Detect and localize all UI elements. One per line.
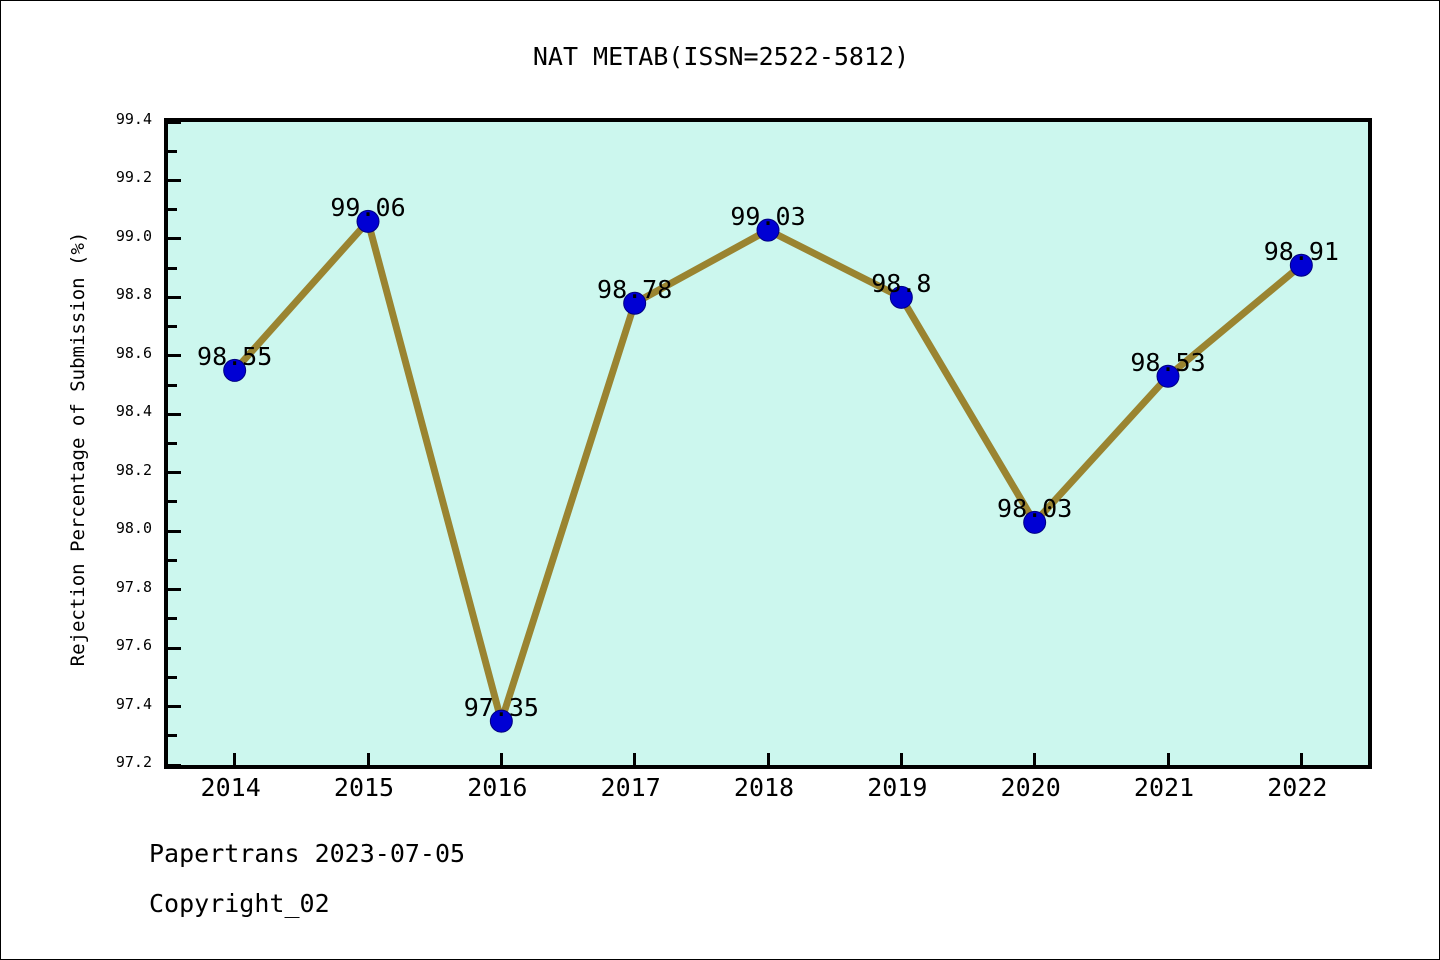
x-tick-mark [766, 753, 770, 765]
y-tick-mark [168, 763, 181, 767]
x-tick-mark [899, 753, 903, 765]
x-tick-label: 2021 [1133, 773, 1195, 802]
x-tick-mark [366, 753, 370, 765]
x-tick-label: 2015 [333, 773, 395, 802]
y-tick-mark [168, 120, 181, 124]
x-tick-label: 2018 [733, 773, 795, 802]
data-point-marker [1156, 364, 1180, 388]
data-point-marker [223, 358, 247, 382]
y-tick-mark-minor [168, 266, 177, 270]
plot-inner: 98.55 99.06 97.35 98.78 99.03 98.8 98.03 98.53 9… [168, 120, 1368, 767]
y-tick-mark [168, 588, 181, 592]
x-tick-label: 2019 [867, 773, 928, 802]
y-tick-mark [168, 237, 181, 241]
y-tick-label: 99.4 [115, 110, 152, 128]
x-tick-mark [1299, 753, 1303, 765]
y-tick-label: 98.0 [115, 519, 152, 538]
series-line [232, 214, 1304, 734]
x-tick-mark [633, 753, 637, 765]
x-tick-label: 2020 [1000, 773, 1061, 802]
y-tick-mark-minor [168, 734, 177, 738]
y-tick-label: 97.6 [115, 636, 152, 655]
y-tick-label: 98.8 [115, 285, 152, 304]
x-tick-mark [1033, 753, 1037, 765]
y-tick-label: 98.6 [115, 343, 152, 362]
y-tick-mark [168, 354, 181, 358]
y-tick-label: 98.2 [115, 460, 152, 479]
x-tick-mark [233, 753, 237, 765]
footer-copyright: Copyright_02 [149, 889, 330, 918]
y-tick-mark-minor [168, 617, 177, 621]
y-tick-mark [168, 646, 181, 650]
y-tick-mark [168, 471, 181, 475]
y-tick-mark [168, 412, 181, 416]
x-tick-label: 2017 [600, 773, 661, 802]
y-tick-label: 98.4 [115, 402, 152, 421]
data-point-marker [889, 285, 913, 309]
x-tick-mark [1166, 753, 1170, 765]
y-tick-mark-minor [168, 558, 177, 562]
y-tick-label: 99.2 [115, 168, 152, 187]
x-tick-mark [499, 753, 503, 765]
y-tick-mark-minor [168, 442, 177, 445]
plot-area: 98.55 99.06 97.35 98.78 99.03 98.8 98.03 98.53 9… [164, 118, 1372, 769]
data-point-marker [623, 291, 647, 315]
y-tick-mark-minor [168, 149, 177, 153]
series-line-chart [223, 209, 1313, 734]
y-tick-label: 97.8 [115, 577, 152, 596]
y-tick-label: 99.0 [115, 226, 152, 245]
y-tick-mark [168, 295, 181, 299]
y-tick-mark-minor [168, 500, 177, 504]
y-tick-mark-minor [168, 208, 177, 212]
y-tick-mark-minor [168, 383, 177, 387]
chart-title: NAT METAB(ISSN=2522-5812) [532, 42, 910, 71]
footer-papertrans: Papertrans 2023-07-05 [149, 839, 466, 868]
data-point-marker [489, 709, 513, 733]
y-tick-mark-minor [168, 675, 177, 679]
data-point-marker [356, 209, 380, 233]
data-point-marker [756, 218, 780, 242]
x-tick-label: 2014 [200, 773, 261, 802]
y-tick-label: 97.2 [115, 753, 152, 771]
data-point-marker [1289, 253, 1313, 277]
y-tick-label: 97.4 [115, 694, 152, 713]
y-tick-mark [168, 529, 181, 533]
y-tick-mark [168, 705, 181, 709]
x-tick-label: 2016 [467, 773, 528, 802]
y-tick-mark [168, 178, 181, 182]
x-tick-label: 2022 [1267, 773, 1328, 802]
y-tick-mark-minor [168, 325, 177, 329]
data-point-marker [1023, 510, 1047, 534]
